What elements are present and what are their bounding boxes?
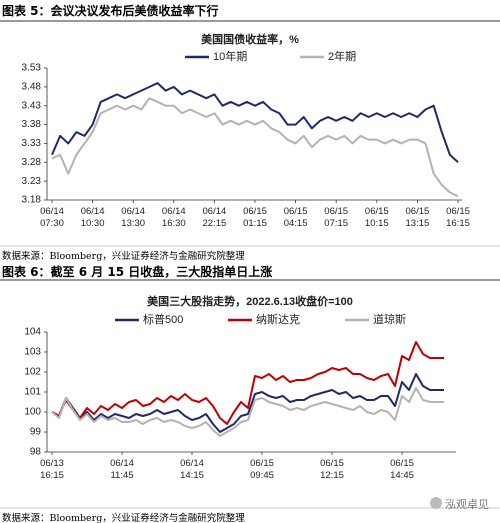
source: 数据来源：Bloomberg，兴业证券经济与金融研究院整理 bbox=[2, 251, 245, 262]
legend-label: 标普500 bbox=[143, 312, 183, 326]
watermark-icon bbox=[430, 497, 442, 509]
x-tick-label: 06/15 14:45 bbox=[390, 458, 414, 481]
y-tick-label: 3.53 bbox=[22, 63, 42, 74]
series-line bbox=[51, 387, 444, 437]
source: 数据来源：Bloomberg，兴业证券经济与金融研究院整理 bbox=[2, 513, 245, 523]
chart-title: 美国国债收益率，% bbox=[201, 32, 299, 46]
x-tick-label: 06/15 16:15 bbox=[446, 206, 470, 229]
watermark: 泓观卓见 bbox=[445, 498, 489, 511]
y-tick-label: 3.38 bbox=[22, 119, 42, 130]
series-line bbox=[51, 373, 444, 433]
legend-label: 纳斯达克 bbox=[256, 313, 300, 326]
y-tick-label: 104 bbox=[24, 327, 41, 338]
chart-title: 美国三大股指走势，2022.6.13收盘价=100 bbox=[147, 294, 353, 308]
x-tick-label: 06/14 13:30 bbox=[121, 206, 146, 229]
series-line bbox=[51, 97, 459, 198]
x-tick-label: 06/15 12:15 bbox=[320, 458, 344, 481]
y-tick-label: 3.23 bbox=[22, 176, 42, 187]
x-tick-label: 06/15 10:15 bbox=[364, 206, 389, 229]
legend-label: 2年期 bbox=[328, 49, 356, 63]
x-tick-label: 06/13 16:15 bbox=[40, 458, 64, 481]
y-tick-label: 3.43 bbox=[22, 100, 42, 111]
caption: 图表 5：会议决议发布后美债收益率下行 bbox=[2, 4, 219, 18]
legend-label: 10年期 bbox=[213, 49, 247, 63]
series-line bbox=[51, 341, 444, 425]
y-tick-label: 102 bbox=[24, 367, 41, 378]
x-tick-label: 06/15 09:45 bbox=[250, 458, 274, 481]
x-tick-label: 06/15 01:15 bbox=[243, 206, 267, 229]
x-tick-label: 06/14 16:30 bbox=[161, 206, 186, 229]
y-tick-label: 101 bbox=[24, 387, 41, 398]
x-tick-label: 06/15 04:15 bbox=[283, 206, 308, 229]
y-tick-label: 99 bbox=[30, 427, 42, 438]
x-tick-label: 06/15 13:15 bbox=[405, 206, 430, 229]
y-tick-label: 3.18 bbox=[22, 195, 42, 206]
caption: 图表 6：截至 6 月 15 日收盘，三大股指单日上涨 bbox=[2, 265, 273, 279]
x-tick-label: 06/14 14:15 bbox=[180, 458, 204, 481]
x-tick-label: 06/14 11:45 bbox=[110, 458, 134, 481]
y-tick-label: 3.33 bbox=[22, 138, 42, 149]
y-tick-label: 103 bbox=[24, 347, 41, 358]
x-tick-label: 06/14 07:30 bbox=[40, 206, 64, 229]
y-tick-label: 3.28 bbox=[22, 157, 42, 168]
y-tick-label: 100 bbox=[24, 407, 41, 418]
y-tick-label: 3.48 bbox=[22, 81, 42, 92]
series-line bbox=[51, 82, 459, 164]
x-tick-label: 06/14 10:30 bbox=[80, 206, 105, 229]
y-tick-label: 98 bbox=[30, 447, 42, 458]
legend-label: 道琼斯 bbox=[373, 312, 406, 326]
x-tick-label: 06/15 07:15 bbox=[324, 206, 349, 229]
x-tick-label: 06/14 22:15 bbox=[202, 206, 227, 229]
